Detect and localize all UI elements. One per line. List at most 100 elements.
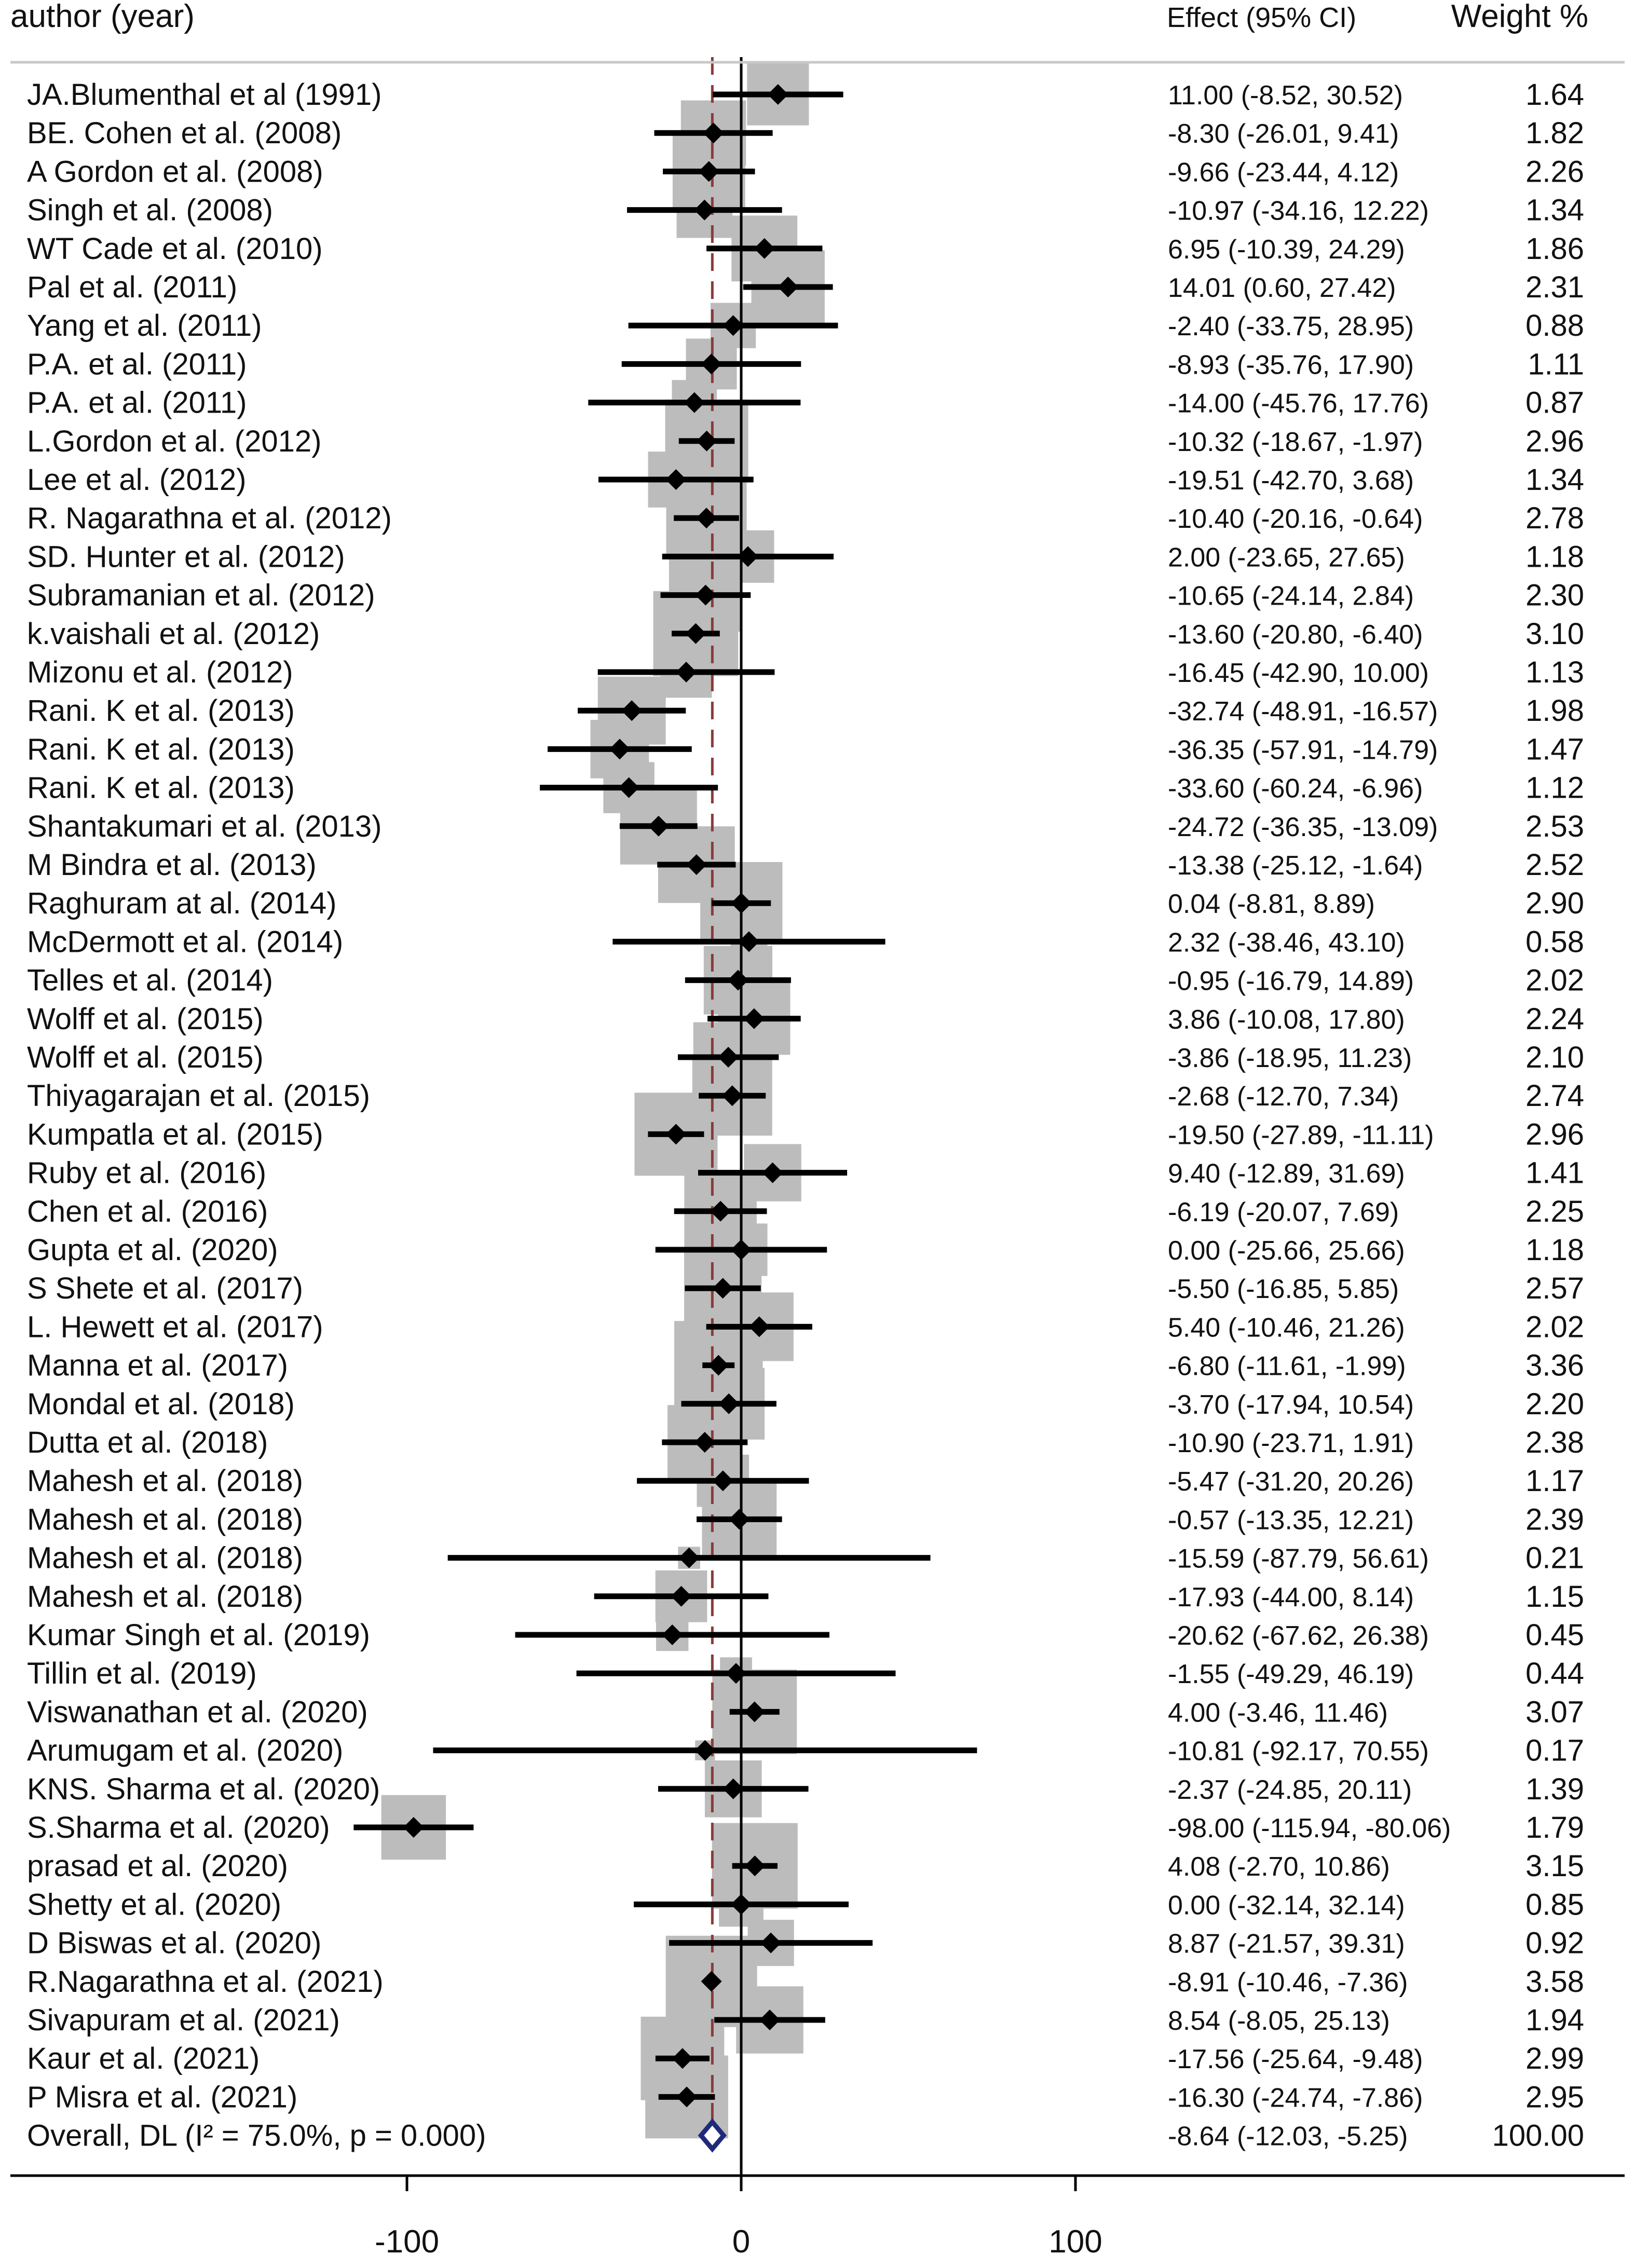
weight-column: 1.64 1.82 2.26 1.34 1.86 2.31 0.88 1.11 0.87 2.96… xyxy=(1492,78,1584,2153)
weight-text: 0.21 xyxy=(1525,1541,1584,1575)
weight-text: 2.02 xyxy=(1525,1310,1584,1344)
weight-text: 0.17 xyxy=(1525,1734,1584,1768)
point-estimate-marker xyxy=(672,2048,693,2069)
point-estimate-marker xyxy=(744,1701,765,1723)
effect-ci-text: -10.81 (-92.17, 70.55) xyxy=(1168,1737,1429,1767)
study-label: prasad et al. (2020) xyxy=(27,1849,288,1883)
point-estimate-marker xyxy=(723,315,744,336)
weight-text: 1.12 xyxy=(1525,771,1584,805)
weight-text: 1.94 xyxy=(1525,2003,1584,2037)
study-label: L.Gordon et al. (2012) xyxy=(27,425,321,458)
weight-text: 3.15 xyxy=(1525,1849,1584,1883)
effect-ci-text: -5.47 (-31.20, 20.26) xyxy=(1168,1467,1414,1497)
weight-text: 1.64 xyxy=(1525,78,1584,112)
effect-ci-text: -8.93 (-35.76, 17.90) xyxy=(1168,350,1414,380)
study-label: Viswanathan et al. (2020) xyxy=(27,1695,368,1729)
study-label: Chen et al. (2016) xyxy=(27,1195,268,1228)
point-estimate-marker xyxy=(665,1124,687,1145)
point-estimate-marker xyxy=(748,1316,770,1337)
study-label: Dutta et al. (2018) xyxy=(27,1426,268,1459)
study-label: Singh et al. (2008) xyxy=(27,194,273,227)
study-label: Wolff et al. (2015) xyxy=(27,1041,264,1074)
effect-ci-text: -19.51 (-42.70, 3.68) xyxy=(1168,466,1414,496)
point-estimate-marker xyxy=(754,238,775,259)
point-estimate-marker xyxy=(694,1740,716,1761)
study-label: Tillin et al. (2019) xyxy=(27,1657,257,1690)
study-labels: JA.Blumenthal et al (1991) BE. Cohen et a… xyxy=(27,78,486,2153)
effect-ci-text: -5.50 (-16.85, 5.85) xyxy=(1168,1274,1399,1304)
effect-ci-text: -10.97 (-34.16, 12.22) xyxy=(1168,196,1429,226)
point-estimate-marker xyxy=(701,353,722,375)
point-estimate-marker xyxy=(737,546,758,567)
study-markers xyxy=(353,84,977,2153)
effect-ci-text: 4.08 (-2.70, 10.86) xyxy=(1168,1852,1390,1882)
study-label: Mahesh et al. (2018) xyxy=(27,1541,303,1575)
effect-ci-text: 2.32 (-38.46, 43.10) xyxy=(1168,927,1405,958)
weight-text: 2.53 xyxy=(1525,810,1584,843)
weight-text: 1.79 xyxy=(1525,1811,1584,1845)
effect-ci-text: -32.74 (-48.91, -16.57) xyxy=(1168,696,1438,727)
effect-ci-text: -3.86 (-18.95, 11.23) xyxy=(1168,1043,1412,1073)
point-estimate-marker xyxy=(676,662,697,682)
point-estimate-marker xyxy=(684,392,705,413)
weight-text: 1.11 xyxy=(1528,347,1584,381)
effect-ci-text: -0.57 (-13.35, 12.21) xyxy=(1168,1505,1414,1535)
study-label: Thiyagarajan et al. (2015) xyxy=(27,1079,370,1113)
overall-effect-text: -8.64 (-12.03, -5.25) xyxy=(1168,2122,1408,2152)
study-label: Kumar Singh et al. (2019) xyxy=(27,1618,370,1652)
point-estimate-marker xyxy=(778,277,799,297)
point-estimate-marker xyxy=(731,1239,752,1260)
point-estimate-marker xyxy=(694,1432,715,1453)
effect-ci-text: 6.95 (-10.39, 24.29) xyxy=(1168,235,1405,265)
study-label: L. Hewett et al. (2017) xyxy=(27,1310,323,1344)
study-label: A Gordon et al. (2008) xyxy=(27,155,323,188)
study-label: JA.Blumenthal et al (1991) xyxy=(27,78,382,112)
study-label: Manna et al. (2017) xyxy=(27,1349,288,1383)
point-estimate-marker xyxy=(618,777,639,798)
weight-text: 2.52 xyxy=(1525,848,1584,882)
effect-ci-text: -10.90 (-23.71, 1.91) xyxy=(1168,1428,1414,1458)
effect-ci-text: -16.30 (-24.74, -7.86) xyxy=(1168,2083,1423,2113)
weight-text: 3.58 xyxy=(1525,1965,1584,1999)
header-weight: Weight % xyxy=(1451,0,1588,34)
weight-text: 2.95 xyxy=(1525,2080,1584,2114)
weight-text: 2.30 xyxy=(1525,579,1584,612)
point-estimate-marker xyxy=(403,1817,424,1838)
weight-text: 2.78 xyxy=(1525,501,1584,535)
point-estimate-marker xyxy=(762,1162,783,1183)
weight-text: 1.41 xyxy=(1525,1156,1584,1190)
effect-ci-text: 3.86 (-10.08, 17.80) xyxy=(1168,1005,1405,1035)
overall-label: Overall, DL (I² = 75.0%, p = 0.000) xyxy=(27,2119,486,2153)
study-label: R.Nagarathna et al. (2021) xyxy=(27,1965,384,1999)
study-label: M Bindra et al. (2013) xyxy=(27,848,317,882)
study-label: Mahesh et al. (2018) xyxy=(27,1580,303,1614)
study-label: R. Nagarathna et al. (2012) xyxy=(27,501,392,535)
point-estimate-marker xyxy=(678,1547,700,1568)
weight-text: 2.24 xyxy=(1525,1002,1584,1036)
point-estimate-marker xyxy=(759,2010,780,2030)
effect-ci-text: -8.30 (-26.01, 9.41) xyxy=(1168,119,1399,149)
study-label: P.A. et al. (2011) xyxy=(27,347,247,381)
effect-ci-text: -10.32 (-18.67, -1.97) xyxy=(1168,427,1423,457)
study-label: S Shete et al. (2017) xyxy=(27,1272,303,1305)
effect-ci-text: -17.93 (-44.00, 8.14) xyxy=(1168,1582,1414,1613)
point-estimate-marker xyxy=(695,584,716,606)
weight-text: 2.31 xyxy=(1525,270,1584,304)
weight-text: 0.44 xyxy=(1525,1657,1584,1690)
weight-text: 1.15 xyxy=(1525,1580,1584,1614)
study-label: BE. Cohen et al. (2008) xyxy=(27,116,342,150)
header-effect-ci: Effect (95% CI) xyxy=(1167,2,1356,33)
weight-text: 2.57 xyxy=(1525,1272,1584,1305)
point-estimate-marker xyxy=(712,1470,733,1492)
weight-text: 1.47 xyxy=(1525,732,1584,766)
x-axis: -100 0 100 xyxy=(10,61,1625,2260)
effect-ci-text: -33.60 (-60.24, -6.96) xyxy=(1168,774,1423,804)
point-estimate-marker xyxy=(698,161,719,182)
point-estimate-marker xyxy=(718,1047,739,1068)
effect-ci-text: -36.35 (-57.91, -14.79) xyxy=(1168,735,1438,765)
point-estimate-marker xyxy=(710,1200,731,1222)
study-label: WT Cade et al. (2010) xyxy=(27,232,323,266)
study-label: KNS. Sharma et al. (2020) xyxy=(27,1772,380,1806)
point-estimate-marker xyxy=(621,700,643,721)
